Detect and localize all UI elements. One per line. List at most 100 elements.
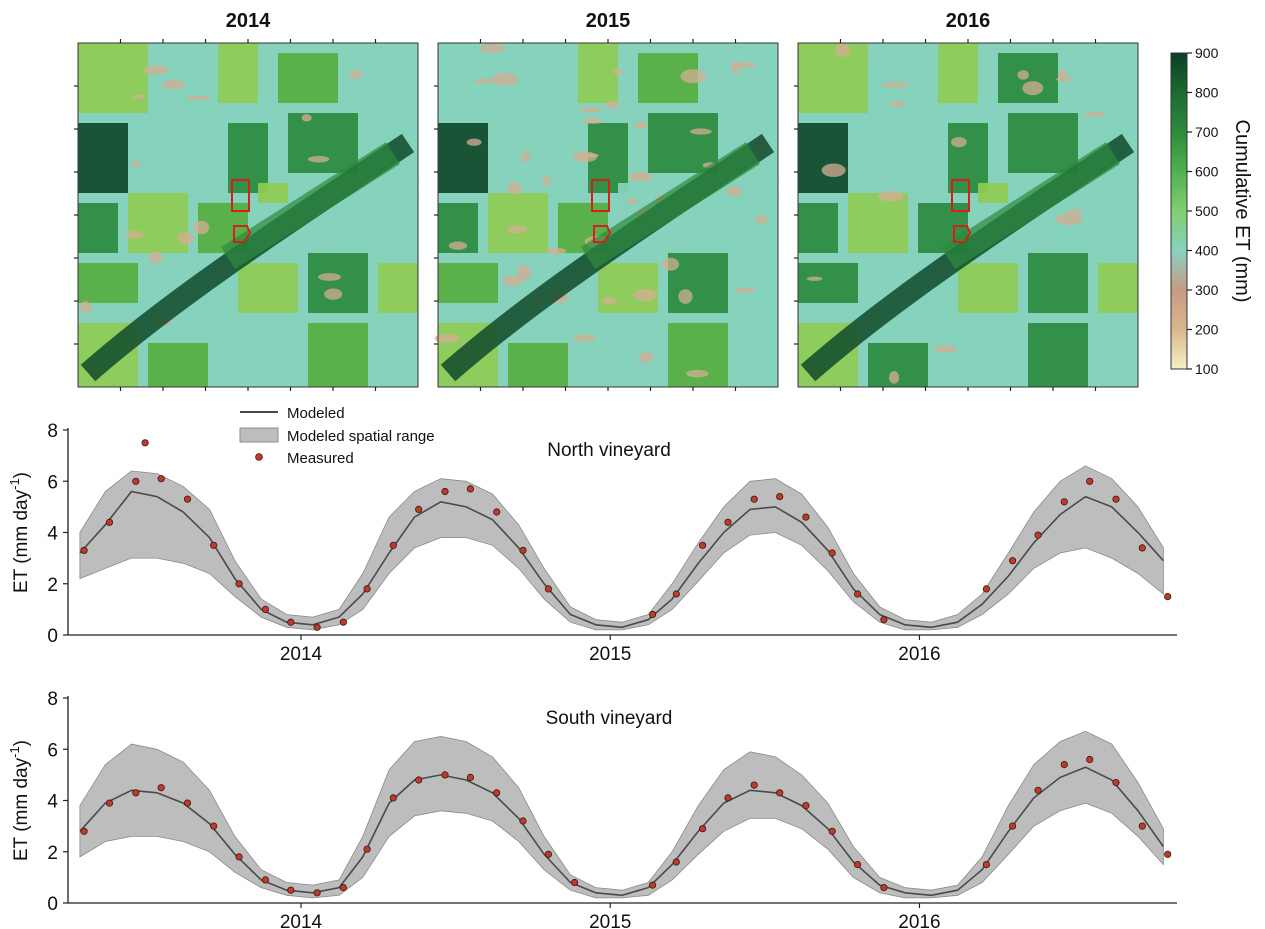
measured-point (235, 580, 243, 588)
colorbar-tick-label: 400 (1195, 243, 1219, 259)
colorbar-title: Cumulative ET (mm) (1231, 120, 1253, 303)
map-field (798, 203, 838, 253)
measured-point (157, 475, 165, 483)
map-field (1028, 253, 1088, 313)
measured-point (313, 623, 321, 631)
measured-point (105, 518, 114, 526)
measured-point (363, 845, 371, 853)
map-low-et-patch (680, 69, 707, 84)
x-tick-label: 2015 (589, 644, 631, 665)
map-field (698, 193, 778, 253)
map-low-et-patch (686, 369, 709, 378)
map-field (978, 183, 1008, 203)
map-field (78, 123, 128, 193)
colorbar-tick-label: 900 (1195, 45, 1219, 61)
map-low-et-patch (473, 78, 496, 84)
measured-point (1138, 544, 1146, 552)
legend: Modeled Modeled spatial range Measured (239, 405, 435, 467)
measured-point (210, 541, 218, 549)
measured-point (466, 485, 474, 493)
map-low-et-patch (933, 345, 958, 353)
map-field (128, 193, 188, 253)
map-field (858, 113, 938, 173)
measured-point (828, 827, 836, 835)
measured-point (105, 799, 114, 807)
map-low-et-patch (1055, 212, 1084, 226)
measured-point (724, 794, 732, 802)
map-low-et-patch (318, 273, 342, 281)
measured-point (853, 860, 862, 869)
north-vineyard-outline (951, 179, 970, 212)
map-low-et-patch (628, 171, 653, 182)
map-riparian-band (941, 142, 1120, 269)
map-field (598, 263, 658, 313)
colorbar-ramp (1170, 52, 1188, 370)
measured-point (1008, 557, 1017, 565)
measured-point (672, 858, 680, 866)
map-low-et-patch (177, 232, 195, 245)
map-field (78, 263, 138, 303)
map-field (618, 183, 648, 203)
map-low-et-patch (627, 198, 638, 205)
measured-point (363, 585, 371, 593)
colorbar-tick-label: 600 (1195, 164, 1219, 180)
panel-title: South vineyard (546, 708, 673, 729)
map-low-et-patch (133, 94, 147, 100)
map-low-et-patch (581, 118, 604, 124)
x-tick-label: 2016 (898, 912, 940, 929)
map-low-et-patch (890, 101, 905, 108)
modeled-line (79, 490, 1164, 629)
measured-point (235, 853, 243, 861)
y-tick-label: 8 (47, 421, 58, 442)
map-field (258, 183, 288, 203)
map-field (138, 113, 218, 173)
map-field (798, 43, 868, 113)
legend-modeled-label: Modeled (287, 405, 345, 422)
measured-point (415, 776, 423, 784)
measured-point (544, 850, 553, 858)
map-low-et-patch (520, 151, 531, 163)
map-field (218, 43, 258, 103)
measured-point (313, 889, 321, 897)
y-tick-label: 0 (47, 626, 58, 647)
measured-point (339, 618, 347, 626)
map-field (378, 263, 418, 313)
map-low-et-patch (185, 95, 211, 101)
legend-measured-swatch (255, 453, 263, 461)
y-axis-label-superscript: -1 (7, 746, 22, 758)
map-low-et-patch (1022, 81, 1044, 96)
y-axis-label-end: ) (11, 472, 32, 478)
map-low-et-patch (542, 176, 551, 186)
map-low-et-patch (142, 65, 169, 75)
map-field (308, 323, 368, 387)
measured-point (389, 541, 397, 549)
y-tick-label: 0 (47, 894, 58, 915)
measured-point (1060, 498, 1068, 506)
map-field (938, 333, 1018, 387)
measured-point (389, 794, 397, 802)
map-low-et-patch (877, 190, 905, 202)
map-low-et-patch (148, 251, 164, 264)
measured-point (132, 789, 140, 797)
map-low-et-patch (479, 43, 506, 54)
measured-point (1086, 755, 1094, 764)
colorbar-tick-label: 200 (1195, 322, 1219, 338)
map-field (798, 263, 858, 303)
map-low-et-patch (161, 79, 186, 90)
map-title-2014: 2014 (226, 10, 271, 32)
map-low-et-patch (193, 220, 210, 235)
map-field (998, 53, 1058, 103)
modeled-range-band (79, 730, 1164, 899)
measured-point (519, 546, 527, 555)
colorbar-tick-label: 700 (1195, 124, 1219, 140)
measured-point (261, 605, 269, 614)
measured-point (802, 513, 810, 521)
x-tick-label: 2014 (280, 644, 323, 665)
measured-point (672, 590, 680, 598)
measured-point (802, 801, 810, 810)
map-low-et-patch (1057, 70, 1067, 79)
measured-point (441, 771, 449, 779)
measured-point (750, 781, 758, 789)
map-low-et-patch (517, 265, 532, 281)
